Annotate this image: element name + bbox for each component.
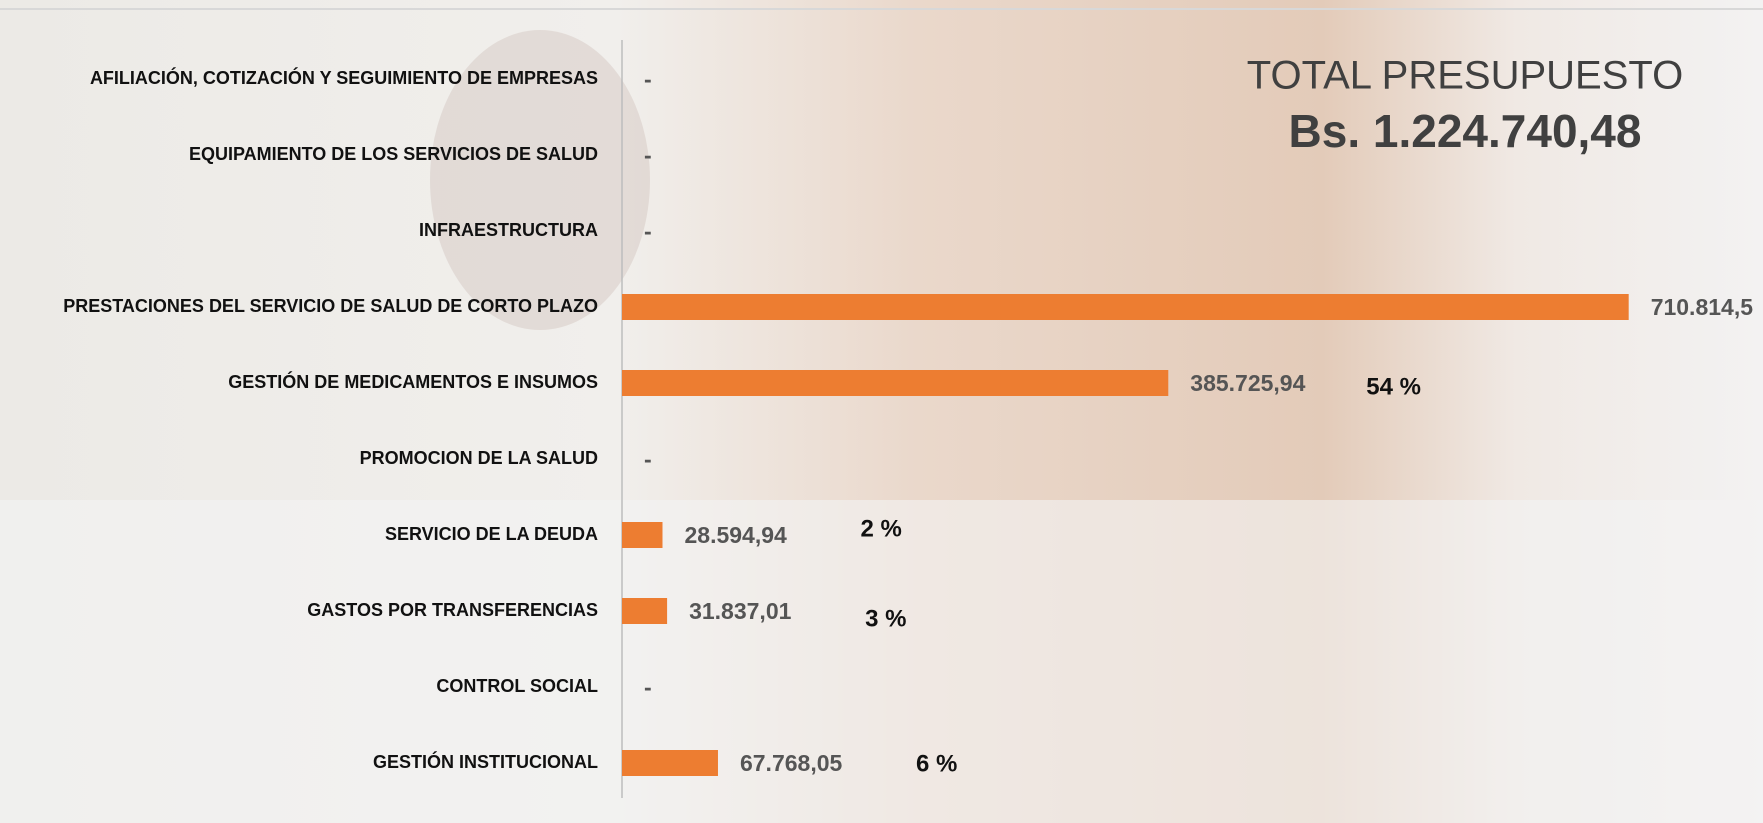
value-label: 385.725,94	[1190, 370, 1305, 396]
value-label: 28.594,94	[684, 522, 787, 548]
bar	[622, 370, 1169, 396]
category-label: SERVICIO DE LA DEUDA	[385, 524, 598, 544]
percent-label: 54 %	[1366, 373, 1421, 400]
value-label: -	[644, 446, 652, 472]
scanner-shape	[430, 30, 650, 330]
value-label: -	[644, 142, 652, 168]
category-label: CONTROL SOCIAL	[436, 676, 598, 696]
value-label: 710.814,5	[1651, 294, 1754, 320]
bar	[622, 522, 663, 548]
percent-label: 6 %	[916, 750, 957, 777]
percent-label: 2 %	[860, 515, 901, 542]
category-label: GASTOS POR TRANSFERENCIAS	[307, 600, 598, 620]
category-label: GESTIÓN DE MEDICAMENTOS E INSUMOS	[228, 371, 598, 392]
bar	[622, 598, 668, 624]
percent-label: 3 %	[865, 605, 906, 632]
category-label: PROMOCION DE LA SALUD	[360, 448, 598, 468]
floor	[0, 500, 1763, 823]
value-label: 31.837,01	[689, 598, 792, 624]
category-label: GESTIÓN INSTITUCIONAL	[373, 751, 598, 772]
value-label: -	[644, 674, 652, 700]
category-label: PRESTACIONES DEL SERVICIO DE SALUD DE CO…	[63, 296, 598, 316]
title: TOTAL PRESUPUESTO	[1247, 54, 1683, 98]
category-label: AFILIACIÓN, COTIZACIÓN Y SEGUIMIENTO DE …	[90, 67, 598, 88]
total: Bs. 1.224.740,48	[1289, 105, 1642, 157]
category-label: INFRAESTRUCTURA	[419, 220, 598, 240]
value-label: -	[644, 66, 652, 92]
bar	[622, 750, 718, 776]
top-border	[0, 8, 1763, 10]
category-label: EQUIPAMIENTO DE LOS SERVICIOS DE SALUD	[189, 144, 598, 164]
value-label: 67.768,05	[740, 750, 843, 776]
value-label: -	[644, 218, 652, 244]
bar	[622, 294, 1629, 320]
